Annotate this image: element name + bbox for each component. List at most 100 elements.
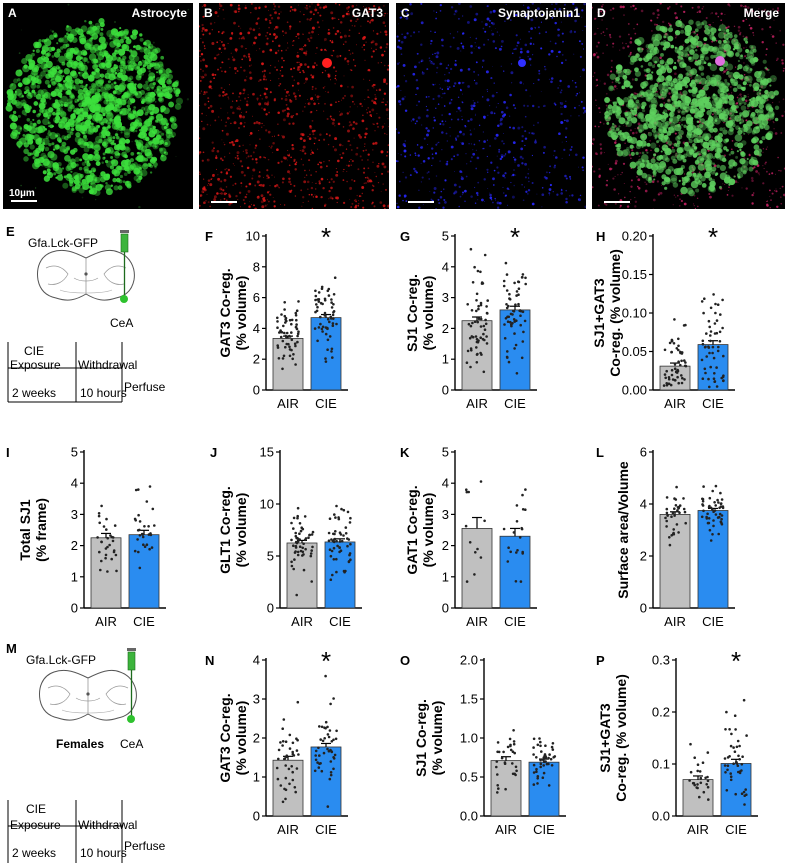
data-point	[138, 520, 142, 523]
astrocyte-image	[3, 3, 193, 209]
data-point	[518, 309, 522, 312]
significance-marker: *	[321, 222, 331, 252]
data-point	[317, 298, 321, 301]
data-point	[717, 345, 720, 349]
data-point	[670, 339, 674, 343]
data-point	[506, 745, 510, 749]
data-point	[722, 379, 725, 383]
data-point	[668, 543, 672, 547]
bar-cie	[720, 763, 752, 817]
timeline-cie: CIE	[24, 344, 45, 358]
bar-cie	[128, 534, 160, 609]
data-point	[711, 533, 714, 536]
data-point	[295, 536, 299, 540]
data-point	[714, 513, 718, 516]
data-point	[703, 367, 707, 371]
x-tick-label: AIR	[687, 822, 709, 837]
data-point	[479, 336, 483, 340]
data-point	[346, 510, 350, 514]
data-point	[330, 750, 334, 754]
data-point	[105, 528, 108, 531]
data-point	[541, 758, 545, 761]
data-point	[680, 374, 683, 377]
data-point	[673, 497, 676, 500]
data-point	[476, 320, 480, 324]
data-point	[680, 359, 683, 363]
data-point	[696, 769, 699, 773]
data-point	[700, 300, 704, 303]
data-point	[294, 311, 298, 315]
data-point	[729, 772, 732, 775]
data-point	[284, 788, 288, 792]
data-point	[732, 746, 735, 749]
data-point	[479, 303, 483, 307]
data-point	[699, 776, 703, 780]
data-point	[551, 742, 555, 745]
timeline-withdrawal: Withdrawal	[78, 358, 138, 372]
data-point	[109, 534, 112, 537]
data-point	[706, 775, 709, 779]
data-point	[323, 299, 327, 302]
data-point	[735, 761, 738, 764]
data-point	[288, 348, 292, 351]
data-point	[308, 533, 312, 537]
data-point	[145, 500, 149, 503]
y-axis-label: GAT3 Co-reg.	[217, 268, 233, 357]
data-point	[325, 326, 329, 330]
data-point	[728, 728, 731, 731]
data-point	[735, 745, 739, 749]
synaptojanin1-image	[396, 3, 586, 209]
data-point	[295, 593, 299, 597]
data-point	[113, 524, 117, 527]
data-point	[291, 741, 295, 745]
data-point	[106, 536, 109, 540]
data-point	[467, 490, 471, 494]
y-tick-label: 0.15	[622, 267, 647, 282]
data-point	[148, 547, 151, 551]
data-point	[692, 782, 696, 785]
data-point	[682, 497, 685, 500]
data-point	[280, 331, 284, 334]
data-point	[735, 760, 738, 764]
data-point	[532, 771, 536, 774]
data-point	[475, 292, 479, 296]
data-point	[326, 326, 329, 330]
data-point	[720, 376, 723, 380]
data-point	[721, 326, 724, 330]
data-point	[473, 265, 476, 269]
data-point	[328, 777, 332, 781]
data-point	[672, 528, 675, 531]
data-point	[309, 554, 313, 558]
data-point	[475, 361, 479, 364]
data-point	[320, 285, 324, 289]
data-point	[282, 718, 286, 721]
data-point	[310, 533, 314, 536]
data-point	[283, 331, 286, 335]
data-point	[301, 527, 305, 531]
data-point	[284, 740, 288, 743]
y-tick-label: 2.0	[460, 653, 478, 668]
data-point	[508, 298, 512, 301]
data-point	[699, 781, 703, 785]
data-point	[714, 504, 717, 507]
y-tick-label: 0	[442, 383, 449, 398]
data-point	[333, 532, 336, 536]
data-point	[512, 729, 515, 732]
data-point	[676, 506, 680, 509]
data-point	[704, 371, 707, 375]
data-point	[698, 795, 701, 799]
data-point	[536, 775, 540, 778]
data-point	[471, 321, 474, 325]
data-point	[713, 380, 716, 384]
data-point	[513, 332, 516, 335]
data-point	[298, 538, 302, 541]
data-point	[104, 547, 108, 550]
data-point	[701, 761, 705, 764]
timeline	[7, 800, 123, 863]
panel-letter: D	[597, 6, 606, 20]
data-point	[514, 773, 517, 777]
data-point	[303, 538, 307, 542]
data-point	[290, 331, 293, 334]
data-point	[316, 761, 319, 764]
data-point	[705, 355, 708, 358]
